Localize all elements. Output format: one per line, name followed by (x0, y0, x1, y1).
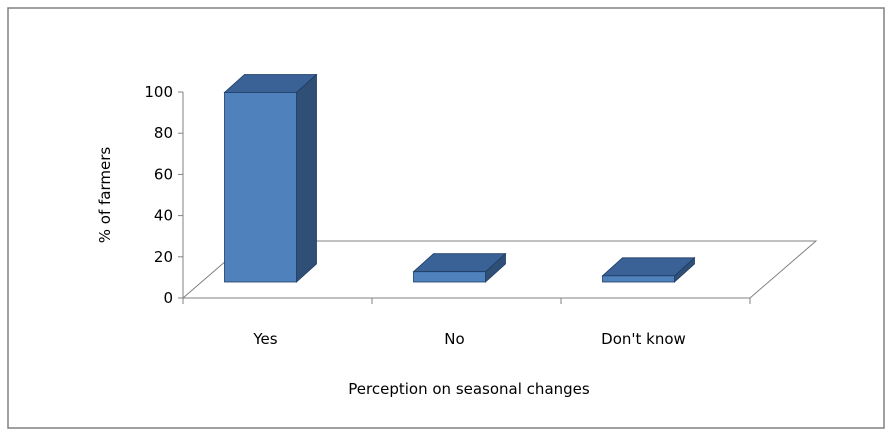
y-tick-labels: 0 20 40 60 80 100 (144, 83, 173, 307)
bar-0 (223, 73, 318, 283)
bar-side-0 (296, 73, 317, 283)
x-tick-labels: Yes No Don't know (252, 330, 685, 348)
y-ticks (178, 91, 183, 299)
bar-front-1 (413, 271, 486, 283)
bar-front-0 (224, 92, 297, 283)
x-tick-label-1: No (444, 330, 464, 348)
x-axis-title: Perception on seasonal changes (348, 380, 590, 398)
bar-2 (601, 256, 696, 283)
y-axis-title: % of farmers (96, 147, 114, 244)
y-tick-label-2: 40 (154, 207, 173, 225)
y-tick-label-0: 0 (163, 289, 173, 307)
bar-1 (412, 252, 507, 283)
bars (223, 73, 696, 283)
y-tick-label-3: 60 (154, 165, 173, 183)
x-ticks (182, 298, 751, 304)
y-tick-label-1: 20 (154, 248, 173, 266)
x-tick-label-0: Yes (252, 330, 277, 348)
y-tick-label-5: 100 (144, 83, 173, 101)
x-tick-label-2: Don't know (601, 330, 686, 348)
y-tick-label-4: 80 (154, 124, 173, 142)
chart-border (7, 7, 885, 429)
bar-front-2 (602, 275, 675, 283)
